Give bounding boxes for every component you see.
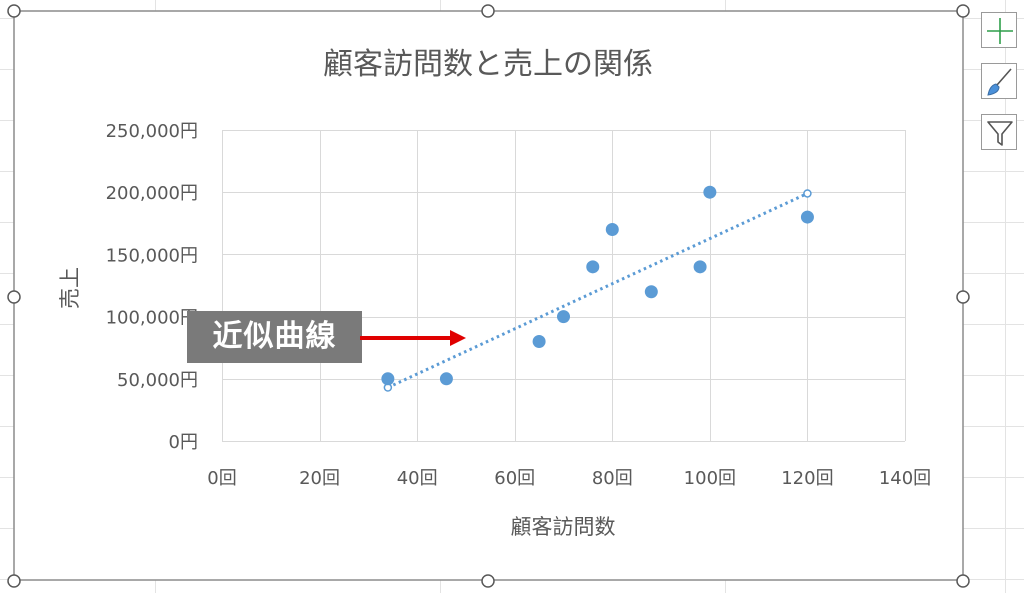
trendline-endpoint-handle — [803, 189, 812, 198]
y-tick-label: 250,000円 — [106, 121, 198, 142]
resize-handle[interactable] — [956, 4, 970, 18]
data-point — [800, 210, 814, 224]
y-tick-label: 50,000円 — [117, 370, 198, 391]
trendline-layer — [383, 189, 812, 392]
x-axis-ticks: 0回 20回 40回 60回 80回 100回 120回 140回 — [207, 468, 931, 489]
y-axis-title: 売上 — [58, 267, 82, 309]
resize-handle[interactable] — [481, 4, 495, 18]
x-tick-label: 0回 — [207, 468, 236, 489]
data-point — [693, 260, 707, 274]
y-tick-label: 150,000円 — [106, 245, 198, 266]
funnel-icon — [987, 121, 1013, 146]
data-point — [381, 372, 395, 386]
trendline — [387, 192, 809, 389]
x-tick-label: 40回 — [397, 468, 438, 489]
resize-handle[interactable] — [481, 574, 495, 588]
data-point — [532, 334, 546, 348]
x-tick-label: 20回 — [299, 468, 340, 489]
chart-title: 顧客訪問数と売上の関係 — [323, 47, 653, 82]
y-tick-label: 100,000円 — [106, 308, 198, 329]
resize-handle[interactable] — [7, 4, 21, 18]
y-tick-label: 200,000円 — [106, 183, 198, 204]
y-tick-label: 0円 — [169, 432, 198, 453]
data-point — [557, 310, 570, 324]
resize-handle[interactable] — [7, 574, 21, 588]
resize-handle[interactable] — [7, 290, 21, 304]
data-point — [703, 185, 717, 199]
x-tick-label: 60回 — [494, 468, 535, 489]
selection-handles — [7, 4, 970, 588]
x-tick-label: 80回 — [592, 468, 633, 489]
paintbrush-icon — [987, 68, 1012, 96]
resize-handle[interactable] — [956, 290, 970, 304]
x-tick-label: 120回 — [781, 468, 833, 489]
data-points — [381, 185, 814, 386]
data-point — [644, 285, 658, 299]
x-tick-label: 140回 — [879, 468, 931, 489]
callout-arrow-icon — [360, 330, 466, 346]
trendline-callout: 近似曲線 — [187, 311, 362, 363]
data-point — [439, 372, 453, 386]
chart-filters-button[interactable] — [981, 114, 1017, 150]
y-axis-ticks: 0円 50,000円 100,000円 150,000円 200,000円 250,000… — [106, 121, 198, 453]
x-tick-label: 100回 — [684, 468, 736, 489]
plus-icon — [987, 18, 1013, 44]
resize-handle[interactable] — [956, 574, 970, 588]
chart-border — [13, 10, 964, 581]
chart-styles-button[interactable] — [981, 63, 1017, 99]
chart-elements-button[interactable] — [981, 12, 1017, 48]
x-axis-title: 顧客訪問数 — [511, 515, 616, 539]
data-point — [605, 223, 619, 237]
data-point — [586, 260, 600, 274]
